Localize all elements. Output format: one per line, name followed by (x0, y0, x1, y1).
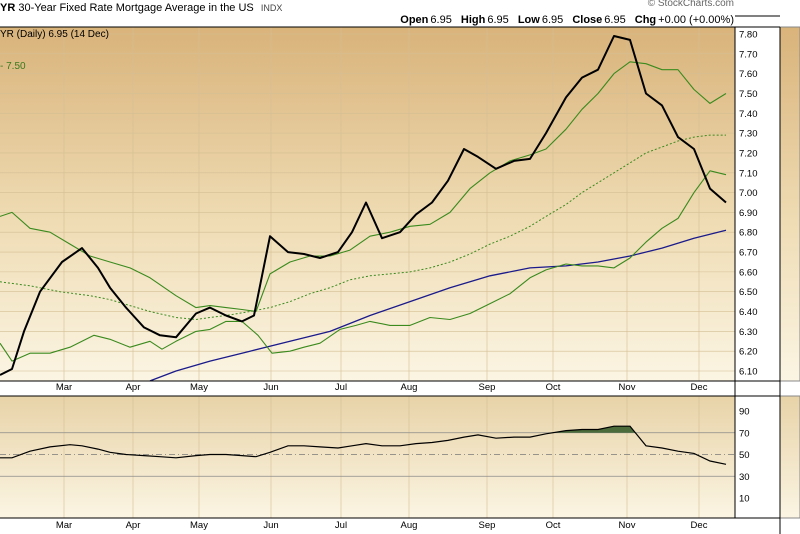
x-tick-label-rsi: Aug (401, 520, 418, 531)
y-tick-label: 6.30 (739, 327, 758, 338)
series-bb-lower (0, 170, 727, 362)
x-tick-label-rsi: Oct (546, 520, 561, 531)
y-tick-label: 6.20 (739, 347, 758, 358)
close-label: Close (572, 14, 603, 26)
y-tick-label: 7.10 (739, 168, 758, 179)
x-tick-label-rsi: Dec (691, 520, 708, 531)
y-tick-label: 6.60 (739, 267, 758, 278)
exchange-label: INDX (260, 3, 283, 13)
x-tick-label: Oct (546, 382, 561, 393)
x-tick-label-rsi: Nov (619, 520, 636, 531)
right-panel-sliver (779, 26, 800, 382)
x-tick-label: Dec (691, 382, 708, 393)
series-bb-upper (0, 61, 727, 313)
x-tick-label: Nov (619, 382, 636, 393)
y-tick-label: 7.30 (739, 129, 758, 140)
rsi-tick-label: 10 (739, 494, 750, 505)
y-tick-label: 7.00 (739, 188, 758, 199)
rsi-tick-label: 90 (739, 407, 750, 418)
x-tick-label-rsi: May (190, 520, 208, 531)
open-label: Open (400, 14, 429, 26)
open-value: 6.95 (430, 14, 452, 26)
bollinger-legend: - 7.50 (0, 61, 26, 72)
close-value: 6.95 (604, 14, 626, 26)
x-tick-label: May (190, 382, 208, 393)
rsi-panel (0, 396, 735, 518)
ohlc-readout: Open 6.95 High 6.95 Low 6.95 Close 6.95 Chg +… (394, 12, 734, 28)
y-tick-label: 6.70 (739, 248, 758, 259)
low-label: Low (517, 14, 540, 26)
high-label: High (460, 14, 486, 26)
brand-label: © StockCharts.com (647, 0, 734, 9)
series-ma-200 (149, 229, 727, 382)
rsi-tick-label: 30 (739, 472, 750, 483)
y-tick-label: 7.80 (739, 30, 758, 41)
rsi-tick-label: 70 (739, 428, 750, 439)
ticker-symbol: YR (0, 2, 16, 14)
x-tick-label-rsi: Apr (126, 520, 141, 531)
x-tick-label-rsi: Jul (335, 520, 347, 531)
y-tick-label: 6.10 (739, 367, 758, 378)
x-tick-label: Aug (401, 382, 418, 393)
x-tick-label-rsi: Sep (479, 520, 496, 531)
chg-value: +0.00 (+0.00%) (658, 14, 734, 26)
y-tick-label: 6.50 (739, 287, 758, 298)
y-tick-label: 7.20 (739, 148, 758, 159)
series-ma-50 (0, 134, 726, 320)
chart-title: YR 30-Year Fixed Rate Mortgage Average i… (0, 0, 282, 16)
x-tick-label-rsi: Jun (263, 520, 278, 531)
y-tick-label: 6.80 (739, 228, 758, 239)
high-value: 6.95 (487, 14, 509, 26)
x-tick-label: Jun (263, 382, 278, 393)
y-tick-label: 6.90 (739, 208, 758, 219)
y-tick-label: 7.40 (739, 109, 758, 120)
series-name: 30-Year Fixed Rate Mortgage Average in t… (18, 2, 254, 14)
rsi-right-sliver (779, 395, 800, 519)
y-tick-label: 7.70 (739, 49, 758, 60)
y-tick-label: 7.60 (739, 69, 758, 80)
series-rsi (0, 425, 727, 465)
low-value: 6.95 (541, 14, 564, 26)
chg-label: Chg (634, 14, 657, 26)
rsi-tick-label: 50 (739, 450, 750, 461)
x-tick-label: Apr (126, 382, 141, 393)
series-price (0, 35, 727, 376)
main-legend: YR (Daily) 6.95 (14 Dec) (0, 29, 109, 40)
y-tick-label: 6.40 (739, 307, 758, 318)
y-tick-label: 7.50 (739, 89, 758, 100)
x-tick-label-rsi: Mar (56, 520, 72, 531)
x-tick-label: Mar (56, 382, 72, 393)
x-tick-label: Jul (335, 382, 347, 393)
x-tick-label: Sep (479, 382, 496, 393)
